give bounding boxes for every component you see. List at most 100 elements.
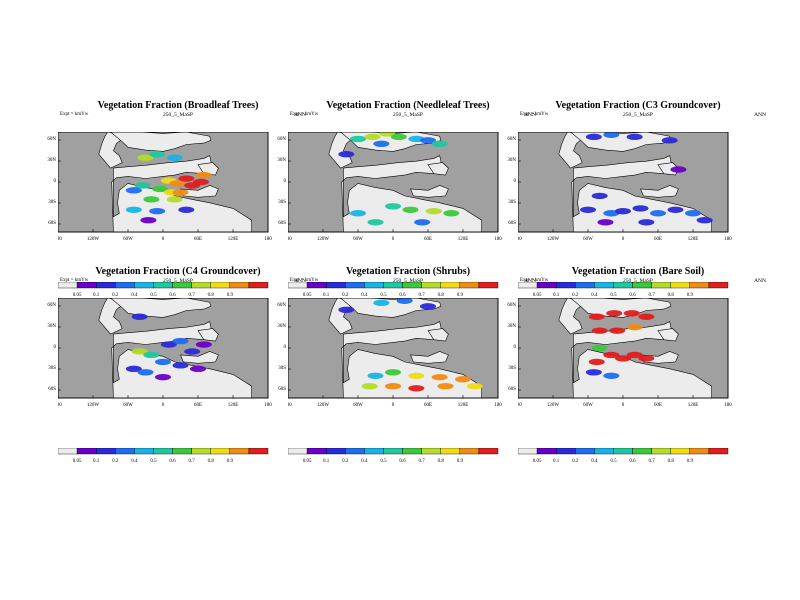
land-outline bbox=[110, 132, 212, 152]
vegetation-cell bbox=[385, 369, 401, 376]
y-tick-label: 30N bbox=[507, 324, 516, 329]
x-tick-label: 0 bbox=[392, 403, 395, 408]
colorbar-label: 0.4 bbox=[131, 459, 138, 464]
x-tick-label: 0 bbox=[622, 237, 625, 242]
y-tick-label: 60S bbox=[48, 387, 56, 392]
vegetation-cell bbox=[396, 298, 413, 304]
y-tick-label: 30N bbox=[507, 158, 516, 163]
x-tick-label: 120E bbox=[228, 403, 239, 408]
map-panel: Vegetation Fraction (C3 Groundcover) 250_… bbox=[507, 100, 766, 298]
x-tick-label: 120W bbox=[547, 237, 560, 242]
land-outline bbox=[570, 298, 672, 318]
y-tick-label: 30S bbox=[508, 366, 516, 371]
vegetation-cell bbox=[431, 373, 448, 381]
vegetation-cell bbox=[588, 313, 605, 320]
colorbar-label: 0.5 bbox=[380, 293, 387, 298]
x-tick-label: 60E bbox=[424, 237, 432, 242]
panel-title: Vegetation Fraction (Shrubs) bbox=[345, 266, 471, 277]
y-tick-label: 30S bbox=[508, 200, 516, 205]
vegetation-cell bbox=[632, 205, 649, 212]
x-tick-label: 120W bbox=[87, 237, 100, 242]
x-tick-label: 120W bbox=[317, 403, 330, 408]
panel-season-label: ANN bbox=[524, 278, 536, 284]
panel-expt-label: Expt = kmYw bbox=[290, 112, 319, 117]
map-panel: Vegetation Fraction (C4 Groundcover) 250_… bbox=[47, 266, 306, 464]
colorbar-label: 0.9 bbox=[687, 459, 694, 464]
vegetation-cell bbox=[385, 382, 401, 390]
vegetation-cell bbox=[192, 178, 209, 186]
vegetation-cell bbox=[149, 207, 166, 215]
vegetation-cell bbox=[143, 196, 160, 203]
y-tick-label: 60S bbox=[278, 221, 286, 226]
map-plot: 180 120W 60W 0 60E 120E 180 bbox=[518, 132, 732, 242]
x-tick-label: 120W bbox=[547, 403, 560, 408]
land-outline bbox=[340, 298, 442, 318]
vegetation-cell bbox=[696, 216, 713, 224]
colorbar-label: 0.4 bbox=[591, 293, 598, 298]
panel-title: Vegetation Fraction (Needleleaf Trees) bbox=[326, 100, 490, 111]
colorbar: 0.05 0.1 0.2 0.4 0.5 0.6 0.7 0.8 0.9 bbox=[288, 282, 499, 298]
colorbar-label: 0.7 bbox=[189, 293, 196, 298]
colorbar-label: 0.7 bbox=[649, 293, 656, 298]
land-outline bbox=[640, 185, 679, 198]
y-tick-label: 60S bbox=[48, 221, 56, 226]
vegetation-cell bbox=[408, 372, 425, 379]
vegetation-cell bbox=[166, 196, 183, 203]
panel-title: Vegetation Fraction (C4 Groundcover) bbox=[95, 266, 261, 277]
colorbar-swatch bbox=[518, 448, 538, 455]
colorbar-label: 0.05 bbox=[533, 459, 542, 464]
x-tick-label: 60W bbox=[353, 237, 363, 242]
vegetation-cell bbox=[373, 140, 390, 148]
vegetation-cell bbox=[638, 313, 655, 320]
colorbar-swatch bbox=[325, 448, 346, 455]
panel-season-label: ANN bbox=[294, 112, 306, 118]
vegetation-cell bbox=[623, 310, 640, 317]
colorbar-swatch bbox=[306, 448, 327, 455]
vegetation-cell bbox=[414, 219, 431, 226]
vegetation-cell bbox=[638, 355, 655, 362]
panel-expt-label: Expt = kmYw bbox=[60, 112, 89, 117]
colorbar: 0.05 0.1 0.2 0.4 0.5 0.6 0.7 0.8 0.9 bbox=[58, 448, 269, 464]
vegetation-cell bbox=[650, 210, 666, 217]
colorbar-label: 0.6 bbox=[629, 293, 636, 298]
colorbar-swatch bbox=[95, 448, 116, 455]
colorbar-swatch bbox=[689, 448, 710, 455]
panel-expt-label: Expt = kmYw bbox=[520, 112, 549, 117]
vegetation-cell bbox=[172, 189, 189, 196]
panel-season-label: ANN bbox=[754, 278, 766, 284]
colorbar-label: 0.6 bbox=[169, 459, 176, 464]
x-tick-label: 0 bbox=[162, 237, 165, 242]
colorbar-swatch bbox=[555, 448, 576, 455]
colorbar-label: 0.1 bbox=[323, 293, 330, 298]
colorbar-swatch bbox=[248, 282, 269, 289]
vegetation-cell bbox=[125, 206, 142, 213]
colorbar-swatch bbox=[708, 448, 729, 455]
vegetation-cell bbox=[626, 133, 643, 141]
vegetation-cell bbox=[420, 303, 436, 310]
land-outline bbox=[410, 351, 449, 364]
vegetation-cell bbox=[172, 362, 189, 369]
vegetation-cell bbox=[190, 365, 206, 373]
land-outline bbox=[427, 328, 449, 342]
panel-title: Vegetation Fraction (Bare Soil) bbox=[571, 266, 705, 277]
vegetation-cell bbox=[685, 210, 701, 217]
colorbar: 0.05 0.1 0.2 0.4 0.5 0.6 0.7 0.8 0.9 bbox=[518, 282, 729, 298]
vegetation-cell bbox=[606, 310, 623, 317]
y-tick-label: 0 bbox=[283, 179, 287, 184]
vegetation-cell bbox=[402, 206, 419, 213]
vegetation-cell bbox=[169, 180, 186, 187]
colorbar-swatch bbox=[478, 282, 499, 289]
vegetation-cell bbox=[350, 135, 366, 143]
panel-title: Vegetation Fraction (C3 Groundcover) bbox=[555, 100, 721, 111]
map-plot: 180 120W 60W 0 60E 120E 180 bbox=[288, 132, 502, 242]
map-panel: Vegetation Fraction (Bare Soil) 250_5_MaS… bbox=[507, 266, 766, 464]
x-tick-label: 60W bbox=[583, 237, 593, 242]
vegetation-cell bbox=[137, 154, 154, 161]
colorbar-swatch bbox=[478, 448, 499, 455]
vegetation-cell bbox=[615, 207, 631, 215]
x-tick-label: 0 bbox=[392, 237, 395, 242]
x-tick-label: 180 bbox=[518, 403, 522, 408]
y-tick-label: 60S bbox=[508, 221, 516, 226]
x-tick-label: 60W bbox=[123, 403, 133, 408]
colorbar: 0.05 0.1 0.2 0.4 0.5 0.6 0.7 0.8 0.9 bbox=[518, 448, 729, 464]
